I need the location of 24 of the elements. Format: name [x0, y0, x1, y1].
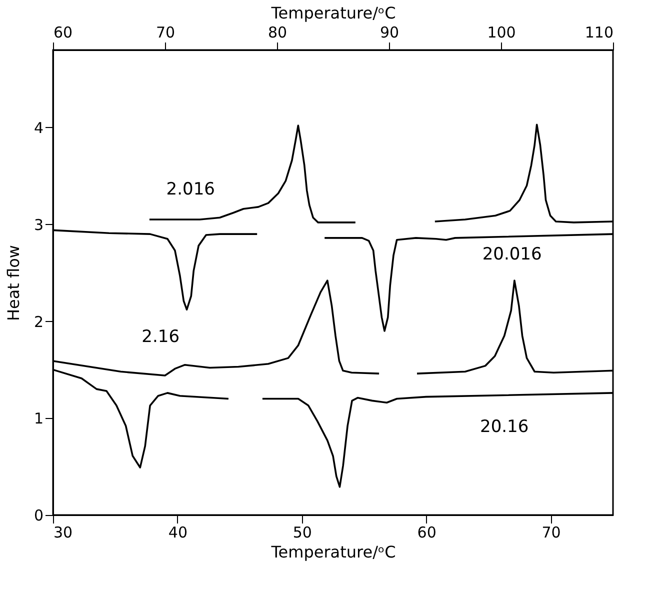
- y-tick-label: 2: [34, 312, 44, 331]
- series-label: 2.16: [142, 327, 180, 348]
- x-axis-title: Temperature/ᵒC: [270, 542, 396, 562]
- x-tick-label: 60: [417, 524, 436, 542]
- x2-tick-label: 60: [54, 24, 73, 42]
- y-axis-title: Heat flow: [4, 245, 23, 321]
- y-tick-label: 0: [34, 506, 44, 524]
- series-label: 20.16: [480, 417, 529, 438]
- x2-tick-label: 100: [487, 24, 516, 42]
- x2-tick-label: 80: [268, 24, 288, 42]
- x2-tick-label: 110: [584, 24, 614, 42]
- series-label: 20.016: [482, 244, 542, 265]
- x-tick-label: 40: [168, 524, 188, 542]
- y-tick-label: 3: [34, 216, 44, 234]
- series-label: 2.016: [166, 180, 215, 200]
- y-tick-label: 4: [34, 119, 44, 137]
- x2-tick-label: 70: [156, 24, 176, 42]
- x2-axis-title: Temperature/ᵒC: [270, 4, 396, 22]
- x2-tick-label: 90: [380, 24, 400, 42]
- x-tick-label: 70: [542, 524, 561, 542]
- y-tick-label: 1: [34, 410, 44, 428]
- x-tick-label: 30: [54, 524, 73, 542]
- x-tick-label: 50: [292, 524, 312, 542]
- line-series: [148, 124, 356, 224]
